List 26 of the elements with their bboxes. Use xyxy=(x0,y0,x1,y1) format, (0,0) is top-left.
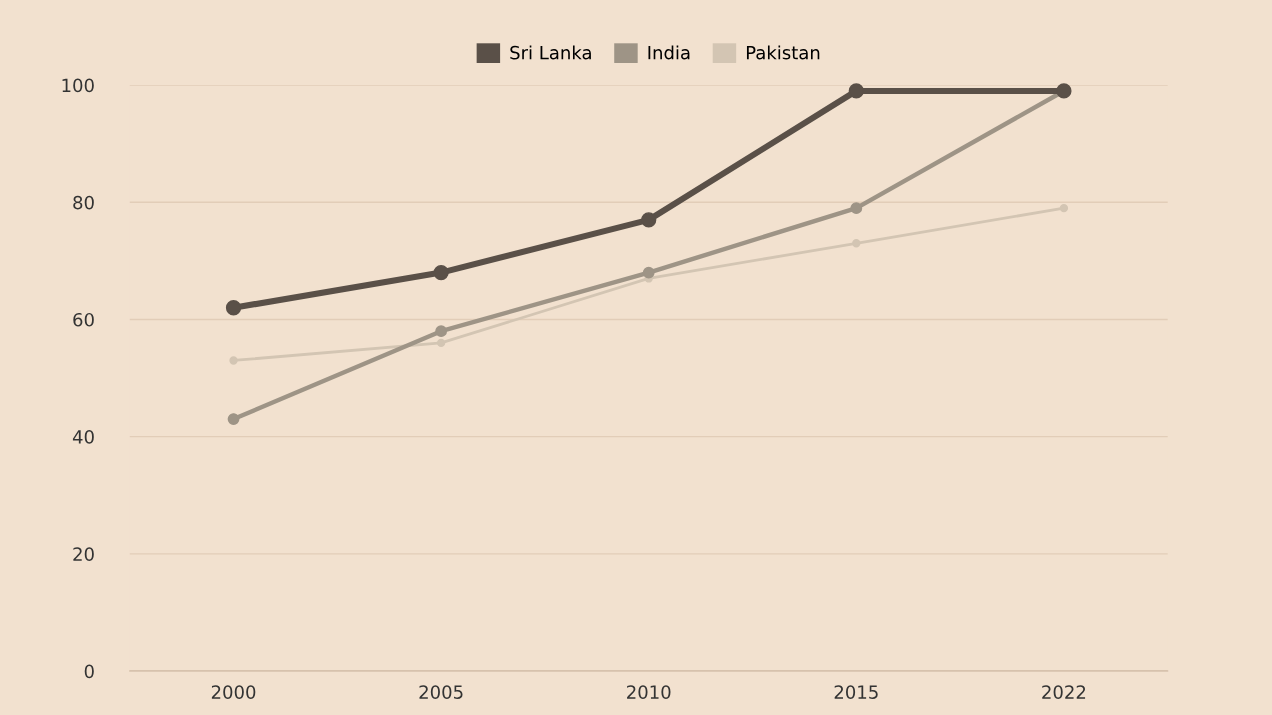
y-tick-label: 20 xyxy=(73,547,94,561)
x-tick-label: 2010 xyxy=(627,685,671,699)
legend-label: Pakistan xyxy=(746,45,820,60)
point xyxy=(1059,203,1069,213)
point xyxy=(227,413,240,425)
point xyxy=(850,202,863,215)
point xyxy=(641,212,657,228)
point xyxy=(435,325,448,338)
y-tick-label: 0 xyxy=(84,664,94,679)
x-tick-label: 2015 xyxy=(834,685,878,699)
y-tick-label: 100 xyxy=(62,78,94,93)
point xyxy=(229,356,238,365)
x-tick-label: 2005 xyxy=(419,685,463,699)
legend-label: Sri Lanka xyxy=(510,45,591,60)
point xyxy=(225,300,242,316)
x-tick-label: 2000 xyxy=(211,685,256,699)
point xyxy=(436,338,446,348)
point xyxy=(848,83,864,99)
y-tick-label: 60 xyxy=(73,312,94,327)
point xyxy=(433,264,449,281)
legend-label: India xyxy=(648,45,690,60)
point xyxy=(642,266,655,279)
y-tick-label: 40 xyxy=(72,430,94,444)
point xyxy=(852,239,861,248)
y-tick-label: 80 xyxy=(73,195,94,210)
x-tick-label: 2022 xyxy=(1042,685,1086,699)
